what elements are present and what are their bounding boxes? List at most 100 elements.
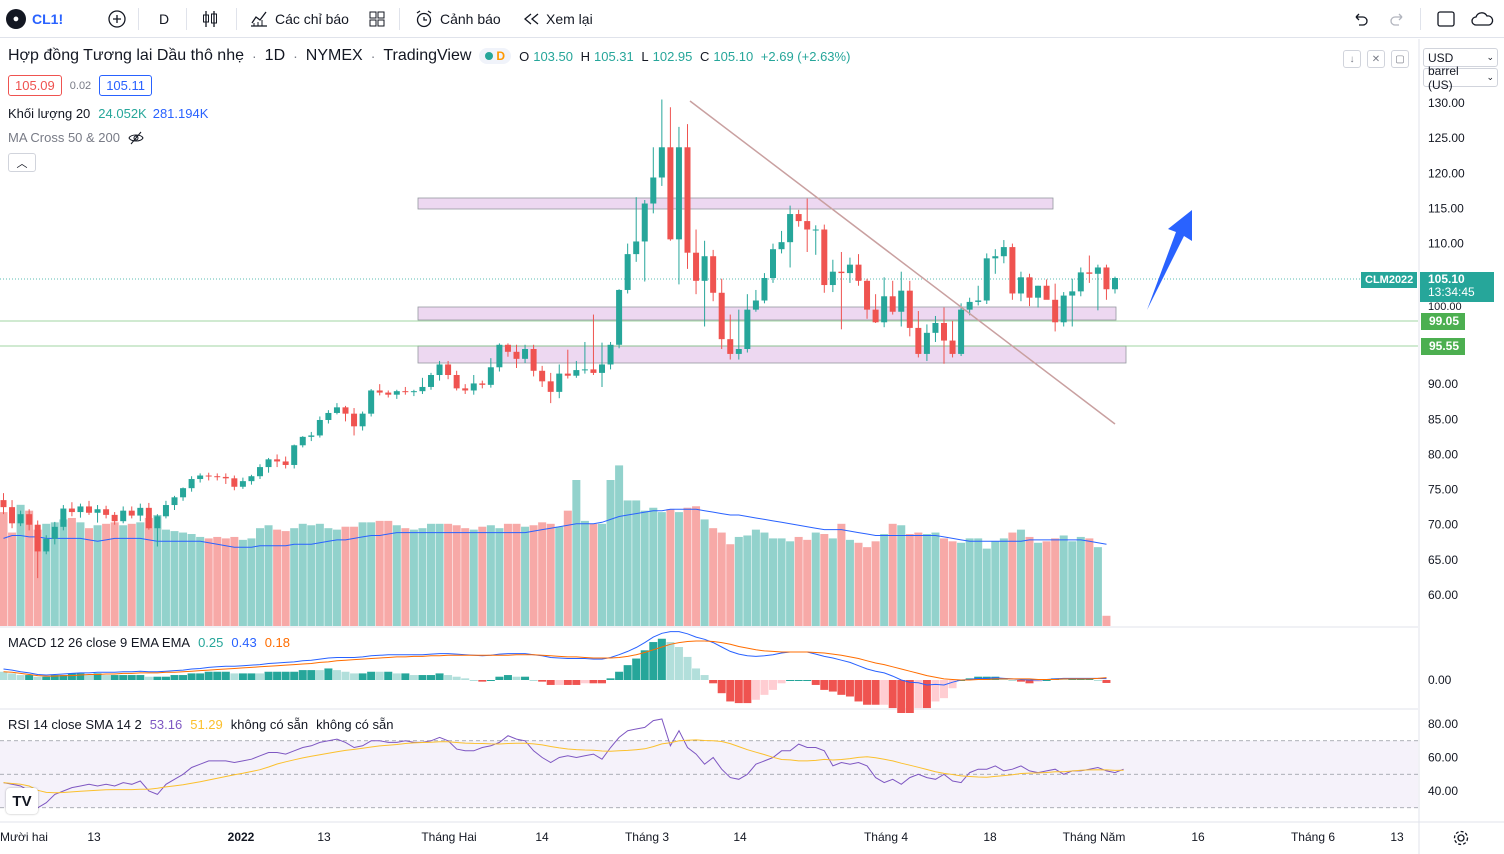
collapse-legend-button[interactable]: ︿ [8,153,36,172]
volume-bar [828,538,837,626]
macd-histogram-bar [67,673,76,680]
candle [248,474,255,485]
cloud-save-button[interactable] [1470,0,1496,38]
candle [120,506,127,524]
candle [1017,271,1024,302]
macd-histogram-bar [811,680,820,685]
macd-histogram-bar [76,673,85,680]
undo-button[interactable] [1351,0,1369,38]
candle-body [17,514,24,524]
rewind-icon [523,13,539,25]
chart-type-button[interactable] [200,0,220,38]
volume-bar [1016,529,1025,626]
candle-body [94,509,101,513]
support-zone-1 [417,306,1117,321]
unit-value: barrel (US) [1428,63,1459,92]
volume-bar [615,465,624,626]
candle [479,380,486,389]
candle [60,505,67,531]
tradingview-logo[interactable]: TV [6,788,38,814]
candle-body [103,509,110,515]
volume-bar [341,526,350,626]
macd-histogram-bar [751,680,760,700]
candle [496,343,503,372]
chart-settings-button[interactable] [1452,829,1470,852]
macd-histogram-bar [50,675,59,680]
volume-bar [256,528,264,626]
volume-bar [204,538,213,626]
candle [180,487,187,501]
interval-button[interactable]: D [159,0,169,38]
candle [445,360,452,380]
candle [923,324,930,361]
volume-legend: Khối lượng 20 24.052K 281.194K [8,106,208,121]
compare-add-button[interactable] [107,0,127,38]
fullscreen-button[interactable] [1436,0,1456,38]
candle-body [846,264,853,274]
volume-bar [367,522,376,626]
macd-histogram-bar [555,680,564,685]
volume-bar [546,523,555,626]
candle-body [693,252,700,281]
macd-histogram-bar [110,675,119,680]
candle [975,285,982,306]
volume-bar [435,523,444,626]
change-value: +2.69 (+2.63%) [760,48,851,64]
volume-bar [700,519,709,626]
candle [402,386,409,395]
macd-histogram-bar [1093,680,1102,681]
symbol-search-button[interactable]: ● CL1! [6,0,63,38]
candle [821,224,828,293]
candle [1069,278,1076,327]
close-label: C [700,48,710,64]
move-down-button[interactable]: ↓ [1343,50,1361,68]
time-tick-label: 2022 [228,830,255,844]
volume-bar [144,517,153,626]
market-status-badge[interactable]: D [479,48,512,64]
candle [889,280,896,315]
alert-button[interactable]: Cảnh báo [414,0,501,38]
replay-button[interactable]: Xem lại [522,0,593,38]
candle-body [299,436,306,446]
candle-body [487,367,494,385]
volume-bar [1093,547,1102,626]
volume-bar [794,536,803,626]
macd-histogram-bar [452,676,461,680]
macd-value-1: 0.25 [198,635,224,650]
unit-select[interactable]: barrel (US) ⌄ [1423,64,1498,92]
candle-body [1069,291,1076,296]
redo-button[interactable] [1389,0,1407,38]
sell-price-button[interactable]: 105.09 [8,75,62,96]
candle-body [564,373,571,376]
collapse-pane-button[interactable]: ✕ [1367,50,1385,68]
macd-histogram-bar [478,680,487,682]
volume-bar [187,534,196,626]
candle-body [812,229,819,231]
currency-select[interactable]: USD ⌄ [1423,48,1498,67]
candle [1112,276,1118,294]
candle-body [581,369,588,371]
maximize-pane-button[interactable]: ▢ [1391,50,1409,68]
candle [205,472,212,481]
volume-bar [589,523,598,626]
macd-histogram-bar [273,671,282,680]
candle-body [744,309,751,349]
candle [9,500,16,529]
candle-body [710,256,717,293]
macd-histogram-bar [888,680,897,709]
candle [376,384,383,396]
volume-bar [469,529,478,626]
volume-bar [555,526,564,626]
volume-bar [230,536,239,626]
candle-body [675,147,682,240]
layouts-button[interactable] [367,0,387,38]
buy-price-button[interactable]: 105.11 [99,75,152,96]
instrument-title: Hợp đồng Tương lai Dầu thô nhẹ [8,47,244,64]
candle-body [1026,277,1033,298]
symbol-price-tag: CLM2022 [1361,272,1418,288]
eye-hidden-icon[interactable] [128,131,144,145]
macd-histogram-bar [136,675,145,680]
volume-bar [418,528,427,626]
indicators-button[interactable]: Các chỉ báo [249,0,349,38]
volume-bar [444,523,453,626]
